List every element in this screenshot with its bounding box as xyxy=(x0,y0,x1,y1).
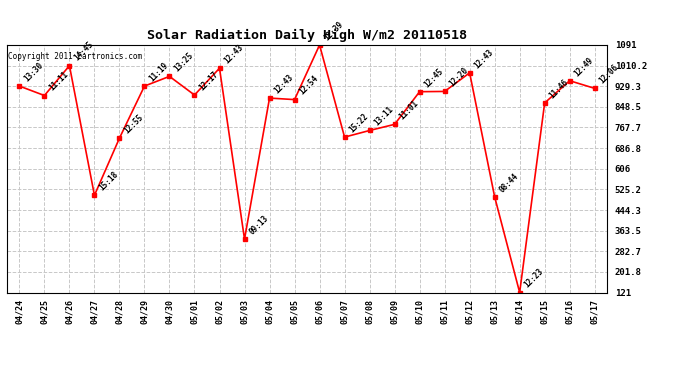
Text: 12:43: 12:43 xyxy=(273,73,295,95)
Text: 15:18: 15:18 xyxy=(97,170,120,192)
Text: 11:01: 11:01 xyxy=(397,99,420,122)
Text: 12:23: 12:23 xyxy=(522,267,545,290)
Title: Solar Radiation Daily High W/m2 20110518: Solar Radiation Daily High W/m2 20110518 xyxy=(147,29,467,42)
Text: 13:11: 13:11 xyxy=(373,105,395,128)
Text: 14:45: 14:45 xyxy=(72,40,95,63)
Text: Copyright 2011 Cartronics.com: Copyright 2011 Cartronics.com xyxy=(8,53,142,62)
Text: 11:19: 11:19 xyxy=(147,61,170,83)
Text: 12:17: 12:17 xyxy=(197,69,220,92)
Text: 12:45: 12:45 xyxy=(422,66,445,89)
Text: 12:43: 12:43 xyxy=(222,43,245,66)
Text: 11:11: 11:11 xyxy=(47,70,70,93)
Text: 11:46: 11:46 xyxy=(547,77,570,100)
Text: 12:39: 12:39 xyxy=(322,20,345,42)
Text: 12:49: 12:49 xyxy=(573,55,595,78)
Text: 12:55: 12:55 xyxy=(122,112,145,135)
Text: 13:30: 13:30 xyxy=(22,61,45,83)
Text: 12:54: 12:54 xyxy=(297,74,320,97)
Text: 13:25: 13:25 xyxy=(172,51,195,74)
Text: 12:43: 12:43 xyxy=(473,47,495,70)
Text: 09:13: 09:13 xyxy=(247,214,270,236)
Text: 12:06: 12:06 xyxy=(598,63,620,86)
Text: 12:20: 12:20 xyxy=(447,66,470,88)
Text: 15:22: 15:22 xyxy=(347,112,370,134)
Text: 08:44: 08:44 xyxy=(497,171,520,194)
